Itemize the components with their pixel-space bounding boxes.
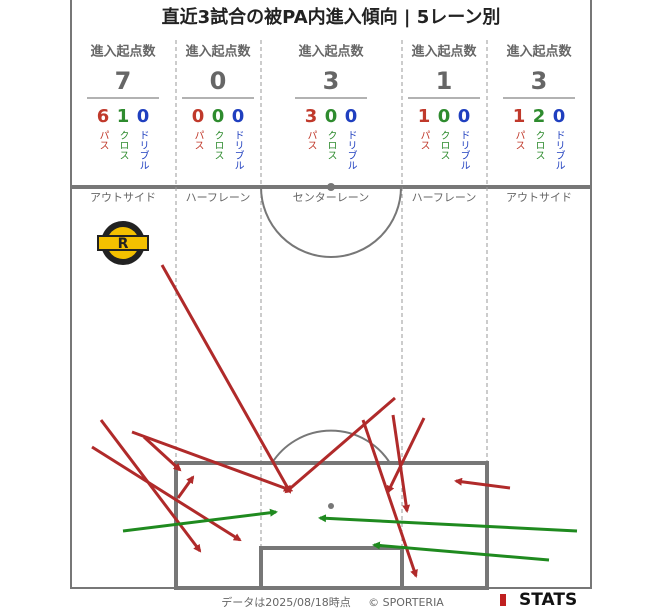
count: 0 xyxy=(553,106,566,127)
lane-total: 7 xyxy=(115,67,132,95)
footer-note: データは2025/08/18時点 xyxy=(221,595,350,609)
lane-total: 3 xyxy=(323,67,340,95)
count: 0 xyxy=(137,106,150,127)
lane-name: センターレーン xyxy=(293,191,369,204)
logo: R xyxy=(97,221,149,265)
stat-label: 進入起点数 xyxy=(298,44,364,60)
stat-label: 進入起点数 xyxy=(506,44,572,60)
title: 直近3試合の被PA内進入傾向 | 5レーン別 xyxy=(162,6,501,28)
lane-total: 3 xyxy=(531,67,548,95)
count: 6 xyxy=(97,106,110,127)
lane-total: 1 xyxy=(436,67,453,95)
count: 0 xyxy=(192,106,205,127)
lane-name: ハーフレーン xyxy=(412,191,477,204)
copyright: © SPORTERIA xyxy=(368,596,444,609)
count: 1 xyxy=(117,106,130,127)
count: 0 xyxy=(325,106,338,127)
kind-label: ドリブル xyxy=(553,130,565,170)
count: 0 xyxy=(438,106,451,127)
count: 3 xyxy=(305,106,318,127)
kind-label: クロス xyxy=(212,130,223,160)
count: 0 xyxy=(212,106,225,127)
entry-arrows xyxy=(91,264,578,578)
kind-label: パス xyxy=(305,130,317,150)
kind-label: ドリブル xyxy=(137,130,149,170)
stat-label: 進入起点数 xyxy=(185,44,251,60)
kind-label: ドリブル xyxy=(345,130,357,170)
kind-label: パス xyxy=(97,130,109,150)
lane-total: 0 xyxy=(210,67,227,95)
kind-label: パス xyxy=(418,130,430,150)
stat-label: 進入起点数 xyxy=(411,44,477,60)
count: 1 xyxy=(513,106,526,127)
count: 0 xyxy=(345,106,358,127)
kind-label: クロス xyxy=(533,130,544,160)
lane-name: アウトサイド xyxy=(506,191,572,204)
kind-label: ドリブル xyxy=(458,130,470,170)
kind-label: パス xyxy=(513,130,525,150)
svg-text:R: R xyxy=(118,236,129,252)
lane-name: アウトサイド xyxy=(90,191,156,204)
brand: STATS xyxy=(519,590,577,610)
count: 2 xyxy=(533,106,546,127)
kind-label: クロス xyxy=(438,130,449,160)
kind-label: クロス xyxy=(117,130,128,160)
count: 1 xyxy=(418,106,431,127)
kind-label: ドリブル xyxy=(232,130,244,170)
kind-label: パス xyxy=(192,130,204,150)
brand-icon xyxy=(500,594,506,606)
count: 0 xyxy=(458,106,471,127)
lane-name: ハーフレーン xyxy=(186,191,251,204)
stat-label: 進入起点数 xyxy=(90,44,156,60)
kind-label: クロス xyxy=(325,130,336,160)
count: 0 xyxy=(232,106,245,127)
